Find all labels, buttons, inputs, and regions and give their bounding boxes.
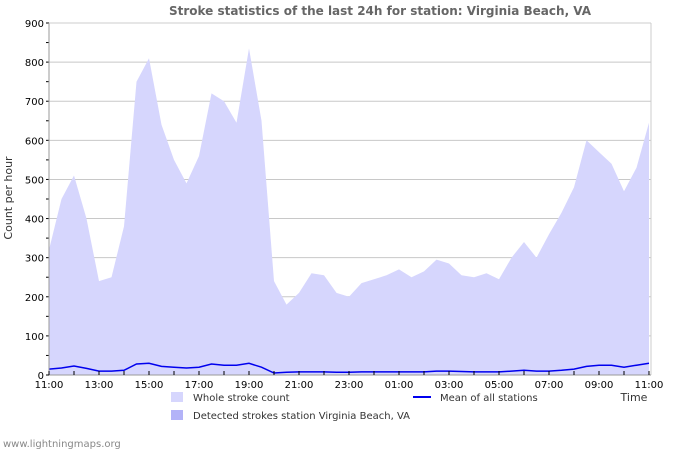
y-tick-label: 100 xyxy=(25,332,44,343)
footer-link[interactable]: www.lightningmaps.org xyxy=(3,439,121,450)
legend: Whole stroke count Detected strokes stat… xyxy=(171,392,538,422)
y-tick-label: 0 xyxy=(38,371,44,382)
x-tick-label: 11:00 xyxy=(635,380,664,391)
x-tick-label: 11:00 xyxy=(35,380,64,391)
y-tick-label: 400 xyxy=(25,215,44,226)
x-tick-label: 21:00 xyxy=(285,380,314,391)
x-tick-label: 17:00 xyxy=(185,380,214,391)
x-tick-label: 13:00 xyxy=(85,380,114,391)
x-tick-label: 23:00 xyxy=(335,380,364,391)
x-tick-label: 19:00 xyxy=(235,380,264,391)
axes: 0 100 200 300 400 500 600 700 800 900 11:00 13:00 15… xyxy=(25,19,664,391)
legend-label-detected: Detected strokes station Virginia Beach,… xyxy=(193,411,410,422)
plot-series xyxy=(48,48,650,376)
legend-label-mean: Mean of all stations xyxy=(440,393,538,404)
y-tick-label: 500 xyxy=(25,175,44,186)
legend-label-whole: Whole stroke count xyxy=(193,393,290,404)
area-0 xyxy=(49,48,649,376)
y-tick-label: 800 xyxy=(25,58,44,69)
legend-swatch-detected xyxy=(171,410,183,420)
x-tick-label: 01:00 xyxy=(385,380,414,391)
chart-title: Stroke statistics of the last 24h for st… xyxy=(169,4,592,18)
x-tick-label: 07:00 xyxy=(535,380,564,391)
y-axis-label: Count per hour xyxy=(2,156,15,240)
y-tick-label: 200 xyxy=(25,293,44,304)
y-tick-label: 600 xyxy=(25,136,44,147)
x-tick-label: 15:00 xyxy=(135,380,164,391)
x-tick-label: 09:00 xyxy=(585,380,614,391)
y-tick-label: 300 xyxy=(25,254,44,265)
legend-swatch-whole xyxy=(171,392,183,402)
y-tick-label: 700 xyxy=(25,97,44,108)
x-tick-label: 03:00 xyxy=(435,380,464,391)
y-tick-label: 900 xyxy=(25,19,44,30)
x-tick-label: 05:00 xyxy=(485,380,514,391)
x-axis-label: Time xyxy=(620,391,648,404)
